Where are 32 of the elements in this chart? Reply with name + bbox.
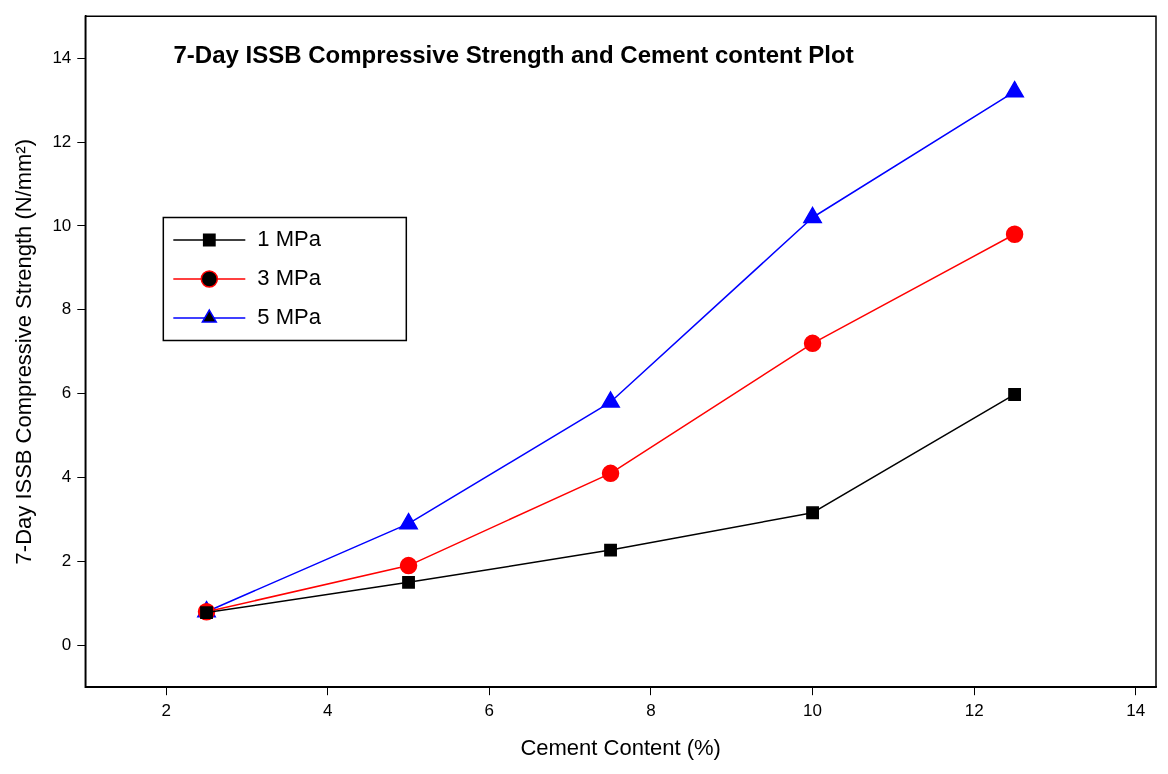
x-tick-label: 12 bbox=[964, 701, 984, 721]
point bbox=[803, 206, 822, 224]
point bbox=[1008, 388, 1021, 401]
y-tick-label: 8 bbox=[61, 299, 72, 319]
y-tick-label: 4 bbox=[61, 467, 72, 487]
legend-label: 3 MPa bbox=[257, 265, 322, 291]
y-tick-label: 0 bbox=[61, 634, 72, 654]
point bbox=[601, 391, 620, 408]
x-tick-label: 14 bbox=[1126, 701, 1146, 721]
x-tick-label: 4 bbox=[323, 701, 333, 721]
point bbox=[1005, 80, 1024, 98]
legend-label: 5 MPa bbox=[257, 304, 322, 330]
legend-label: 1 MPa bbox=[257, 226, 322, 252]
point bbox=[604, 543, 617, 557]
y-tick-label: 2 bbox=[61, 551, 72, 571]
x-axis-title: Cement Content (%) bbox=[520, 734, 721, 760]
y-axis-title: 7-Day ISSB Compressive Strength (N/mm²) bbox=[11, 138, 37, 565]
point bbox=[402, 575, 415, 589]
x-tick-label: 8 bbox=[646, 701, 656, 721]
x-tick-label: 10 bbox=[803, 701, 823, 721]
point bbox=[806, 506, 819, 520]
y-tick-label: 14 bbox=[52, 47, 72, 67]
x-tick-label: 2 bbox=[161, 701, 171, 721]
y-tick-label: 6 bbox=[61, 383, 72, 403]
point bbox=[803, 334, 822, 353]
y-tick-label: 12 bbox=[52, 131, 72, 151]
point bbox=[399, 556, 418, 575]
point bbox=[601, 464, 620, 483]
y-tick-label: 10 bbox=[52, 215, 72, 235]
point bbox=[1005, 225, 1024, 244]
x-tick-label: 6 bbox=[484, 701, 495, 721]
text: 7-Day ISSB Compressive Strength and Cement content Plot bbox=[173, 40, 854, 68]
